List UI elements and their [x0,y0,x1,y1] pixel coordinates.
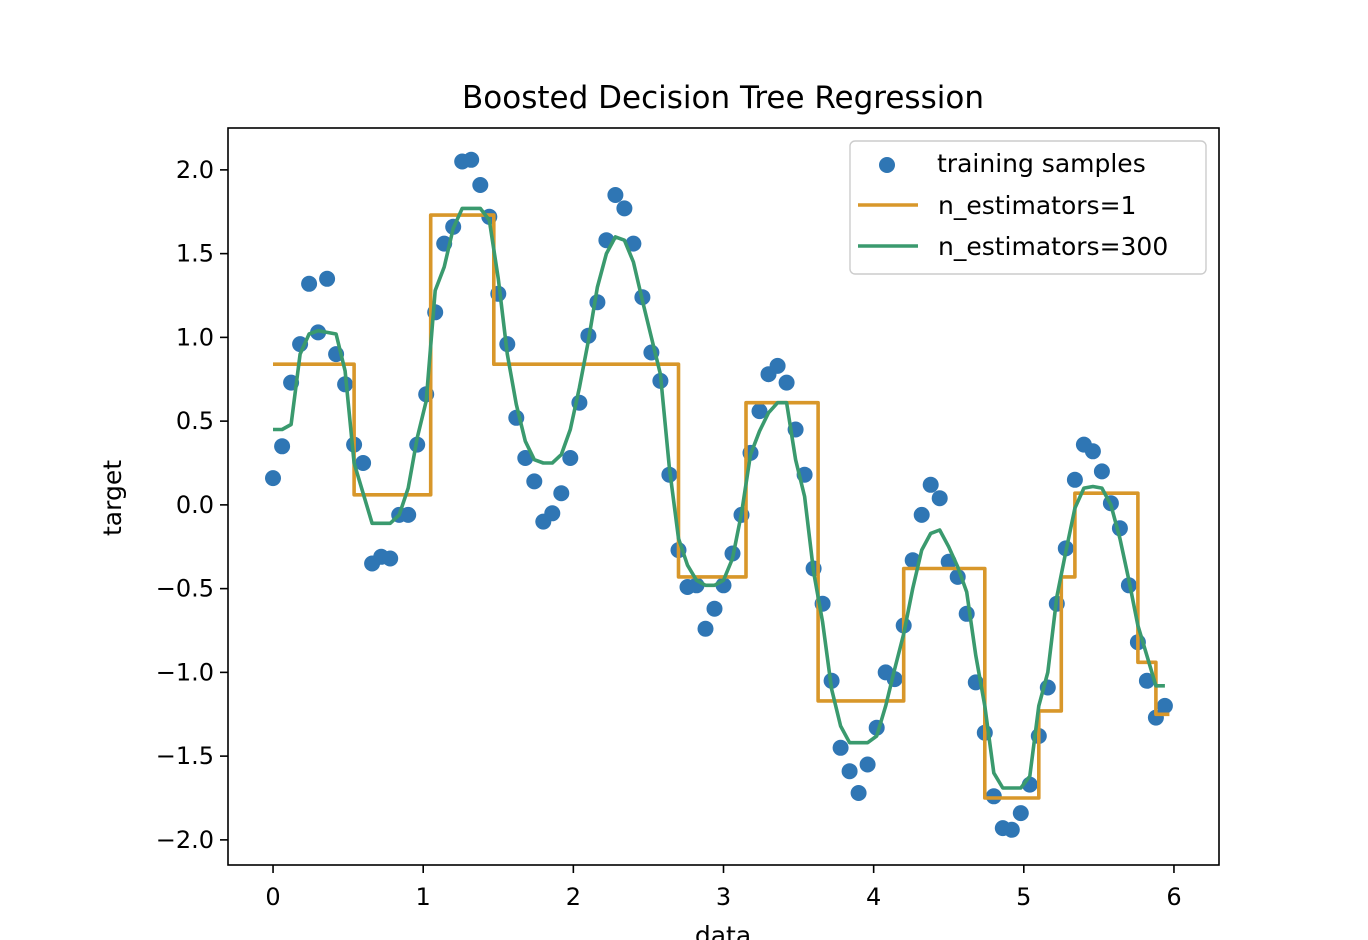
x-tick-label: 6 [1166,883,1181,911]
y-tick-label: 0.0 [176,491,214,519]
training-sample-point [301,275,318,292]
y-tick-label: 1.0 [176,323,214,351]
training-sample-point [265,470,281,487]
training-sample-point [859,756,876,773]
training-sample-point [697,620,714,637]
training-sample-point [1093,463,1110,480]
y-tick-label: 2.0 [176,156,214,184]
x-tick-label: 5 [1016,883,1031,911]
x-tick-label: 4 [866,883,881,911]
legend: training samples n_estimators=1 n_estima… [849,140,1207,275]
training-sample-point [922,476,939,493]
training-sample-point [1012,805,1029,822]
x-axis-label: data [695,921,751,940]
y-axis-label: target [98,460,127,536]
training-sample-point [400,506,417,523]
legend-box [849,140,1207,275]
series-line-n-estimators-300 [273,206,1165,790]
training-sample-point [841,763,858,780]
training-sample-point [562,450,579,466]
training-sample-point [769,357,786,374]
y-tick-label: −0.5 [156,575,214,603]
training-sample-point [319,270,336,287]
training-sample-point [544,505,561,522]
training-sample-point [526,473,543,490]
training-sample-point [931,490,948,507]
training-sample-point [517,450,534,466]
training-sample-point [1138,672,1155,689]
x-tick-label: 1 [416,883,431,911]
training-sample-point [382,550,399,567]
training-sample-point [832,739,849,756]
training-sample-point [1084,443,1101,460]
training-sample-point [355,455,372,471]
plot-area [265,151,1173,838]
training-sample-point [607,187,624,203]
training-sample-point [1003,821,1020,838]
y-axis: 2.0 1.5 1.0 0.5 0.0 −0.5 −1.0 −1.5 −2.0 [156,156,228,854]
x-tick-label: 0 [265,883,280,911]
legend-label-n-estimators-1: n_estimators=1 [938,191,1136,220]
y-tick-label: −1.0 [156,658,214,686]
training-sample-point [778,374,795,391]
legend-label-training-samples: training samples [937,149,1146,178]
training-sample-point [913,506,930,523]
training-sample-point [553,485,570,502]
training-sample-point [1156,697,1173,714]
training-sample-point [850,785,867,801]
legend-marker-training-samples [879,157,895,173]
training-sample-point [463,151,480,168]
training-sample-point [751,403,768,420]
training-sample-point [1066,471,1083,488]
y-tick-label: 0.5 [176,407,214,435]
y-tick-label: −2.0 [156,826,214,854]
axes-frame [227,127,1220,866]
training-sample-point [274,438,291,455]
training-sample-point [706,600,723,617]
x-tick-label: 3 [716,883,731,911]
y-tick-label: 1.5 [176,240,214,268]
x-axis: 0 1 2 3 4 5 6 [265,865,1182,911]
training-sample-point [616,200,633,217]
y-tick-label: −1.5 [156,742,214,770]
training-sample-point [472,177,489,193]
x-tick-label: 2 [566,883,581,911]
chart-title: Boosted Decision Tree Regression [462,80,984,116]
legend-label-n-estimators-300: n_estimators=300 [938,232,1168,261]
